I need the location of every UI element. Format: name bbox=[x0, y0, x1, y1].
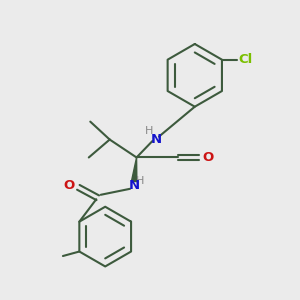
Text: O: O bbox=[202, 151, 214, 164]
Text: Cl: Cl bbox=[238, 53, 253, 66]
Text: H: H bbox=[136, 176, 144, 186]
Text: H: H bbox=[145, 126, 154, 136]
Text: O: O bbox=[63, 179, 74, 192]
Text: N: N bbox=[150, 133, 161, 146]
Text: N: N bbox=[129, 179, 140, 192]
Polygon shape bbox=[131, 158, 137, 182]
